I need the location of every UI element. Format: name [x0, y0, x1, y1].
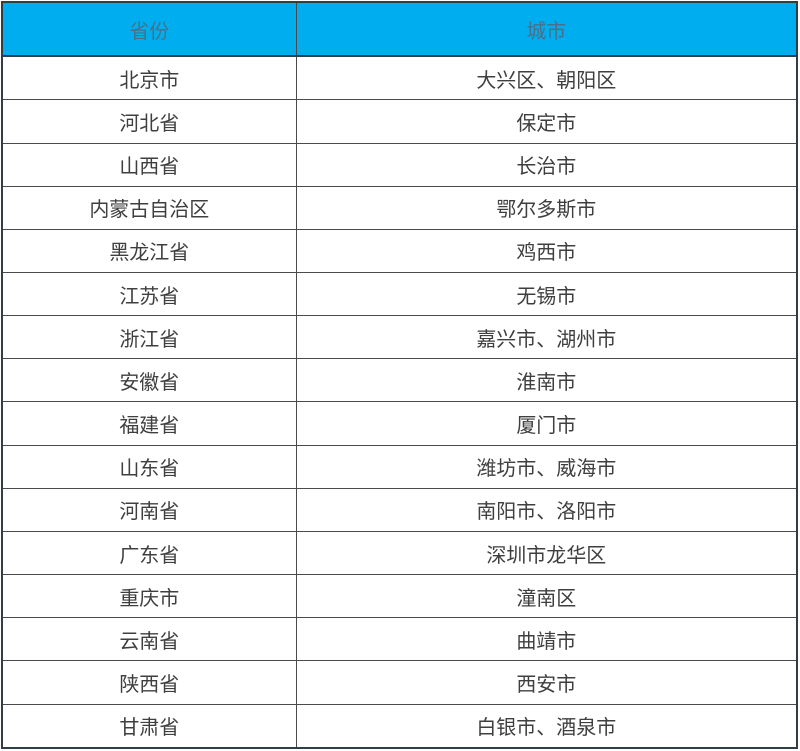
city-cell: 西安市	[295, 660, 798, 705]
header-row: 省份 城市	[1, 1, 798, 57]
city-cell: 潼南区	[295, 574, 798, 619]
province-cell: 河北省	[1, 99, 297, 144]
table-row: 内蒙古自治区 鄂尔多斯市	[1, 185, 798, 230]
province-cell: 黑龙江省	[1, 228, 297, 274]
province-cell: 云南省	[1, 617, 297, 662]
city-cell: 潍坊市、威海市	[295, 444, 798, 489]
table-row: 河北省 保定市	[1, 99, 798, 144]
province-cell: 重庆市	[1, 574, 297, 619]
table-row: 云南省 曲靖市	[1, 617, 798, 662]
city-cell: 大兴区、朝阳区	[295, 55, 798, 101]
city-cell: 白银市、酒泉市	[295, 703, 798, 749]
province-cell: 江苏省	[1, 271, 297, 317]
city-cell: 厦门市	[295, 401, 798, 446]
table-row: 北京市 大兴区、朝阳区	[1, 55, 798, 101]
city-cell: 长治市	[295, 142, 798, 187]
table-row: 河南省 南阳市、洛阳市	[1, 487, 798, 532]
province-header: 省份	[1, 1, 297, 57]
table-row: 陕西省 西安市	[1, 660, 798, 705]
province-cell: 内蒙古自治区	[1, 185, 297, 230]
province-cell: 河南省	[1, 487, 297, 532]
table-row: 福建省 厦门市	[1, 401, 798, 446]
city-cell: 鄂尔多斯市	[295, 185, 798, 230]
city-cell: 无锡市	[295, 271, 798, 317]
province-cell: 广东省	[1, 530, 297, 576]
table-row: 江苏省 无锡市	[1, 271, 798, 317]
table-row: 山东省 潍坊市、威海市	[1, 444, 798, 489]
province-cell: 北京市	[1, 55, 297, 101]
province-cell: 福建省	[1, 401, 297, 446]
table-row: 浙江省 嘉兴市、湖州市	[1, 315, 798, 360]
table-row: 山西省 长治市	[1, 142, 798, 187]
table-row: 黑龙江省 鸡西市	[1, 228, 798, 274]
city-cell: 淮南市	[295, 358, 798, 403]
city-cell: 深圳市龙华区	[295, 530, 798, 576]
table-row: 安徽省 淮南市	[1, 358, 798, 403]
province-cell: 山东省	[1, 444, 297, 489]
province-cell: 浙江省	[1, 315, 297, 360]
province-cell: 陕西省	[1, 660, 297, 705]
table-row: 重庆市 潼南区	[1, 574, 798, 619]
province-cell: 山西省	[1, 142, 297, 187]
city-cell: 南阳市、洛阳市	[295, 487, 798, 532]
table-row: 甘肃省 白银市、酒泉市	[1, 703, 798, 749]
province-cell: 安徽省	[1, 358, 297, 403]
city-cell: 嘉兴市、湖州市	[295, 315, 798, 360]
city-cell: 鸡西市	[295, 228, 798, 274]
city-header: 城市	[295, 1, 798, 57]
province-cell: 甘肃省	[1, 703, 297, 749]
city-cell: 曲靖市	[295, 617, 798, 662]
city-cell: 保定市	[295, 99, 798, 144]
table-row: 广东省 深圳市龙华区	[1, 530, 798, 576]
